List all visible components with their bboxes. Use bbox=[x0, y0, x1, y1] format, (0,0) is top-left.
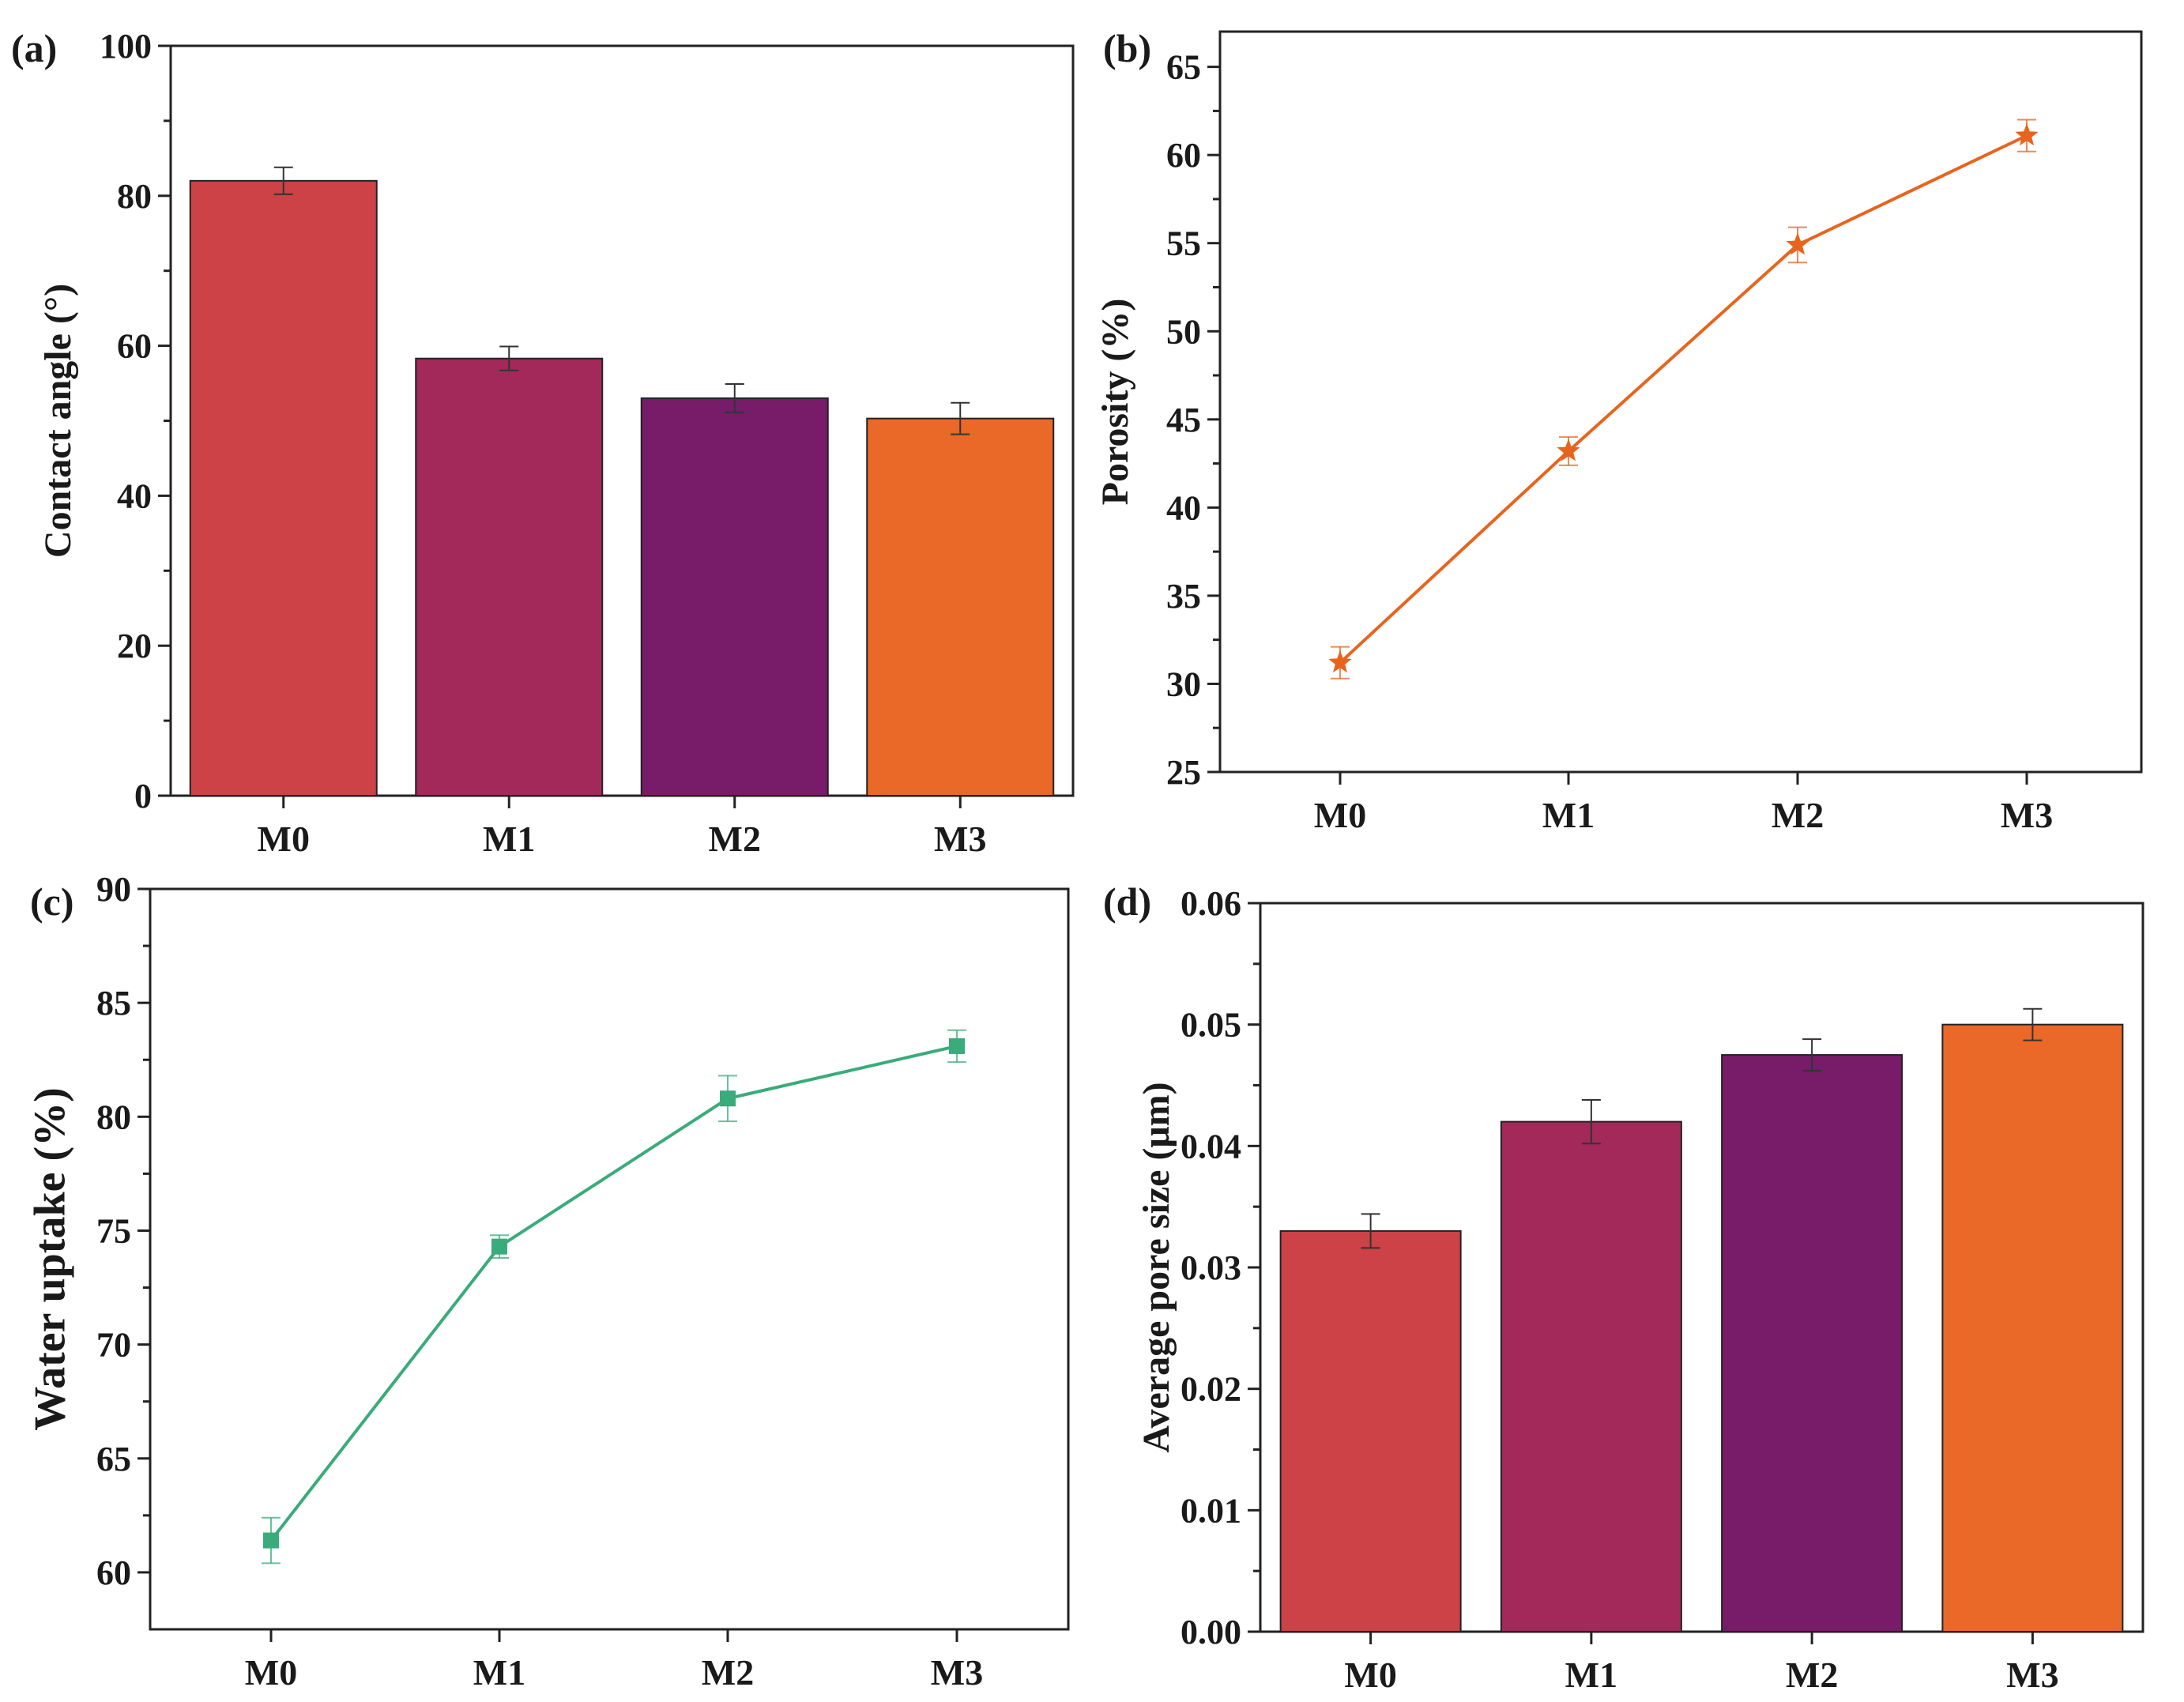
y-tick-label: 60 bbox=[117, 327, 152, 366]
bar-M1 bbox=[1500, 1120, 1682, 1632]
y-tick-label: 90 bbox=[96, 870, 131, 909]
x-tick-label: M0 bbox=[1344, 1655, 1396, 1695]
x-tick-label: M2 bbox=[1772, 795, 1824, 835]
bar-M0 bbox=[1279, 1229, 1462, 1633]
x-tick-label: M3 bbox=[2001, 795, 2053, 835]
y-tick-label: 60 bbox=[1166, 136, 1201, 175]
chart-panel-b: 25 30 35 40 45 50 55 60 65 M0 M1 M2 M3 Porosity (%) (b… bbox=[1094, 26, 2143, 835]
y-axis-label: Water uptake (%) bbox=[26, 1087, 75, 1431]
chart-panel-d: 0.00 0.01 0.02 0.03 0.04 0.05 0.06 M0 M1 M2 M3 Aver… bbox=[1103, 879, 2144, 1695]
y-tick-label: 55 bbox=[1166, 224, 1201, 263]
y-tick-label: 40 bbox=[117, 476, 152, 515]
plot-frame bbox=[1218, 30, 2143, 774]
series-line bbox=[269, 1044, 958, 1542]
x-tick-label: M1 bbox=[1565, 1655, 1617, 1695]
y-tick-label: 25 bbox=[1166, 753, 1201, 792]
y-tick-label: 30 bbox=[1166, 665, 1201, 703]
y-tick-label: 65 bbox=[1166, 48, 1201, 87]
x-tick-label: M0 bbox=[258, 819, 310, 859]
bar-M2 bbox=[1721, 1054, 1903, 1633]
x-tick-label: M2 bbox=[709, 819, 761, 859]
y-tick-label: 0.05 bbox=[1180, 1006, 1241, 1045]
y-tick-label: 80 bbox=[96, 1098, 131, 1136]
data-point-star bbox=[1557, 439, 1580, 461]
y-tick-label: 35 bbox=[1166, 577, 1201, 616]
x-tick-label: M3 bbox=[2006, 1655, 2058, 1695]
bar-M2 bbox=[640, 397, 829, 796]
y-tick-label: 70 bbox=[96, 1326, 131, 1365]
data-point-square bbox=[720, 1090, 736, 1107]
y-tick-label: 65 bbox=[96, 1440, 131, 1478]
y-axis-label: Contact angle (°) bbox=[37, 284, 79, 558]
y-tick-label: 85 bbox=[96, 984, 131, 1022]
y-tick-label: 80 bbox=[117, 177, 152, 216]
y-tick-label: 0.00 bbox=[1180, 1613, 1241, 1651]
panel-label: (b) bbox=[1103, 26, 1151, 70]
data-point-square bbox=[263, 1532, 279, 1549]
chart-panel-a: 0 20 40 60 80 100 M0 M1 M2 M3 Contact angle (°) (a) bbox=[11, 26, 1075, 859]
data-point-square bbox=[949, 1037, 965, 1054]
y-tick-label: 0 bbox=[134, 777, 152, 815]
y-tick-label: 0.03 bbox=[1180, 1248, 1241, 1287]
bar-M3 bbox=[1941, 1023, 2124, 1632]
y-axis-label: Average pore size (μm) bbox=[1135, 1082, 1177, 1452]
y-tick-label: 0.01 bbox=[1180, 1491, 1241, 1530]
plot-frame bbox=[149, 887, 1070, 1631]
panel-label: (c) bbox=[30, 879, 74, 924]
x-tick-label: M1 bbox=[473, 1652, 525, 1693]
x-tick-label: M2 bbox=[702, 1652, 754, 1693]
data-point-star bbox=[1328, 650, 1352, 673]
panel-label: (a) bbox=[11, 26, 57, 70]
y-tick-label: 0.04 bbox=[1180, 1127, 1241, 1165]
y-tick-label: 60 bbox=[96, 1553, 131, 1592]
chart-panel-c: 60 65 70 75 80 85 90 M0 M1 M2 M3 Water uptake (%) (c… bbox=[26, 870, 1070, 1693]
y-tick-label: 40 bbox=[1166, 488, 1201, 527]
bar-M0 bbox=[189, 179, 378, 796]
y-tick-label: 0.02 bbox=[1180, 1370, 1241, 1409]
y-tick-label: 75 bbox=[96, 1211, 131, 1250]
y-tick-label: 45 bbox=[1166, 401, 1201, 439]
data-point-square bbox=[491, 1238, 507, 1255]
x-tick-label: M0 bbox=[245, 1652, 297, 1693]
bar-M3 bbox=[866, 417, 1055, 796]
panel-label: (d) bbox=[1103, 879, 1151, 924]
x-tick-label: M2 bbox=[1786, 1655, 1838, 1695]
series-line bbox=[1339, 134, 2028, 665]
x-tick-label: M0 bbox=[1314, 795, 1366, 835]
data-point-star bbox=[1786, 232, 1809, 255]
x-tick-label: M1 bbox=[1542, 795, 1595, 835]
y-tick-label: 100 bbox=[100, 27, 152, 66]
x-tick-label: M1 bbox=[483, 819, 535, 859]
bar-M1 bbox=[415, 357, 604, 797]
x-tick-label: M3 bbox=[931, 1652, 983, 1693]
y-tick-label: 50 bbox=[1166, 312, 1201, 351]
y-tick-label: 0.06 bbox=[1180, 884, 1241, 923]
y-axis-label: Porosity (%) bbox=[1094, 299, 1136, 506]
x-tick-label: M3 bbox=[934, 819, 986, 859]
y-tick-label: 20 bbox=[117, 627, 152, 665]
data-point-star bbox=[2015, 123, 2039, 146]
